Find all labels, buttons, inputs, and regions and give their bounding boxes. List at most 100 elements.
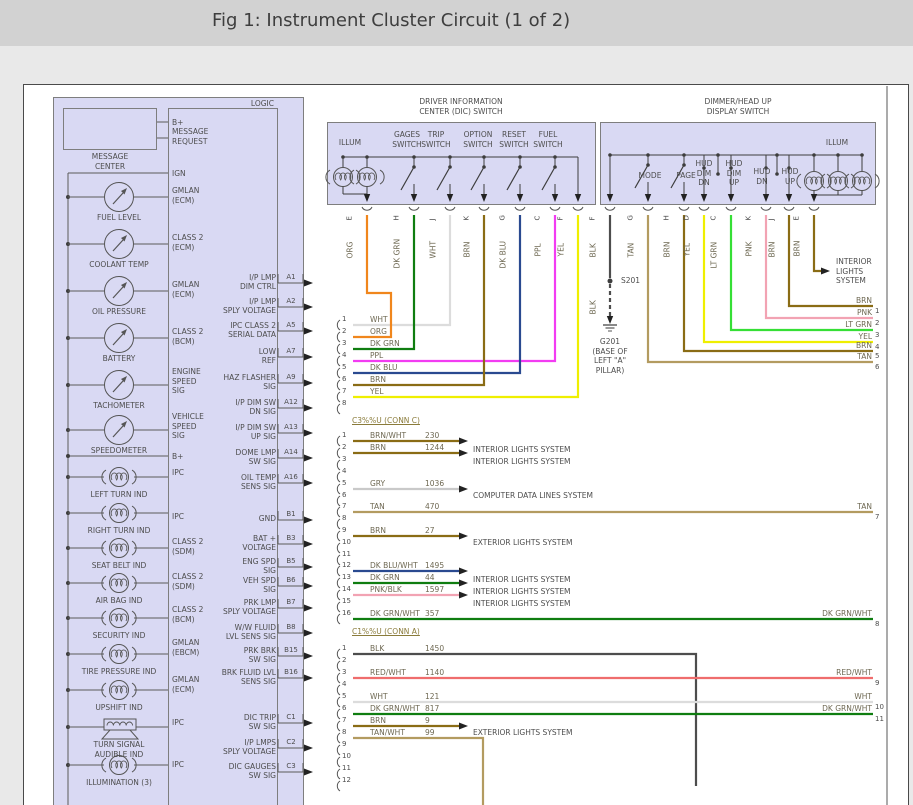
connector-pin-letter: K	[462, 215, 471, 220]
row-number: 3	[342, 339, 347, 347]
row-number: 2	[342, 327, 347, 335]
wire-name-label: BRN	[370, 716, 386, 725]
wire-name-label: DK BLU	[370, 363, 398, 372]
ipc-pin-label: DIC GAUGES SW SIG	[228, 761, 276, 781]
row-number: 11	[342, 764, 351, 772]
ipc-pin-label: I/P LMP SPLY VOLTAGE	[222, 296, 276, 316]
row-number: 12	[342, 776, 351, 784]
wire-name-label: DK GRN/WHT	[370, 609, 420, 618]
indicator-label: TURN SIGNAL AUDIBLE IND	[93, 740, 145, 759]
row-number: 7	[342, 387, 347, 395]
circuit-number: 44	[425, 573, 435, 582]
circuit-number: 1244	[425, 443, 445, 452]
ipc-pin-id: B7	[286, 598, 296, 606]
splice-s201-label: S201	[621, 276, 641, 285]
edge-wire-label: TAN	[857, 352, 872, 361]
edge-wire-label: YEL	[858, 332, 873, 341]
logic-input-label: IPC	[172, 468, 184, 477]
edge-pin-number: 11	[875, 715, 884, 723]
logic-input-label: IPC	[172, 718, 184, 727]
row-number: 12	[342, 561, 351, 569]
ipc-pin-label: DOME LMP SW SIG	[235, 447, 276, 467]
ipc-pin-label: BRK FLUID LVL SENS SIG	[221, 667, 276, 687]
ipc-pin-label: IPC CLASS 2 SERIAL DATA	[228, 320, 276, 340]
logic-input-label: IPC	[172, 512, 184, 521]
ipc-pin-id: B15	[284, 646, 298, 654]
ipc-pin-label: HAZ FLASHER SIG	[223, 372, 276, 392]
logic-input-label: GMLAN (EBCM)	[172, 638, 200, 657]
gauge-label: BATTERY	[102, 354, 136, 363]
dimmer-switch-title: DIMMER/HEAD UP DISPLAY SWITCH	[704, 97, 772, 116]
ipc-pin-id: A12	[284, 398, 298, 406]
wire-color-label: LT GRN	[709, 241, 719, 268]
row-number: 9	[342, 740, 347, 748]
logic-input-label: VEHICLE SPEED SIG	[172, 412, 204, 440]
logic-input-label: GMLAN (ECM)	[172, 280, 200, 299]
system-label: INTERIOR LIGHTS SYSTEM	[473, 457, 571, 466]
system-label: INTERIOR LIGHTS SYSTEM	[473, 599, 571, 608]
circuit-number: 99	[425, 728, 435, 737]
indicator-label: UPSHIFT IND	[95, 703, 143, 712]
dimmer-illum-label: ILLUM	[825, 138, 849, 147]
circuit-number: 230	[425, 431, 440, 440]
connector-pin-letter: E	[345, 215, 354, 220]
ipc-pin-id: A13	[284, 423, 298, 431]
ipc-pin-label: I/P LMPS SPLY VOLTAGE	[222, 737, 276, 757]
ipc-pin-id: B3	[286, 534, 296, 542]
gauge-label: TACHOMETER	[93, 401, 145, 410]
circuit-number: 1495	[425, 561, 445, 570]
row-number: 5	[342, 479, 347, 487]
ipc-pin-label: W/W FLUID LVL SENS SIG	[225, 622, 276, 642]
switch-label: TRIP SWITCH	[421, 130, 451, 149]
logic-input-label: ENGINE SPEED SIG	[172, 367, 201, 395]
circuit-number: 1597	[425, 585, 445, 594]
indicator-label: ILLUMINATION (3)	[86, 778, 152, 787]
logic-box	[168, 108, 278, 805]
edge-wire-label: DK GRN/WHT	[822, 704, 872, 713]
row-number: 2	[342, 656, 347, 664]
edge-pin-number: 10	[875, 703, 884, 711]
connector-pin-letter: H	[392, 214, 401, 220]
row-number: 8	[342, 514, 347, 522]
switch-label: HUD DIM UP	[725, 159, 743, 187]
ipc-pin-id: B8	[286, 623, 296, 631]
ipc-pin-label: BAT + VOLTAGE	[242, 533, 276, 553]
wire-name-label: RED/WHT	[370, 668, 406, 677]
edge-pin-number: 5	[875, 352, 880, 360]
wire-name-label: DK GRN/WHT	[370, 704, 420, 713]
system-label: INTERIOR LIGHTS SYSTEM	[473, 575, 571, 584]
row-number: 1	[342, 644, 347, 652]
wire-name-label: DK GRN	[370, 573, 400, 582]
ipc-pin-id: B5	[286, 557, 296, 565]
interior-lights-note: INTERIOR LIGHTS SYSTEM	[836, 257, 872, 285]
ipc-pin-label: ENG SPD SIG	[242, 556, 276, 576]
row-number: 6	[342, 491, 347, 499]
logic-label: LOGIC	[250, 99, 274, 108]
circuit-number: 1450	[425, 644, 445, 653]
row-number: 8	[342, 728, 347, 736]
circuit-number: 121	[425, 692, 440, 701]
indicator-label: LEFT TURN IND	[90, 490, 148, 499]
wire-name-label: DK BLU/WHT	[370, 561, 418, 570]
wire-color-label: BRN	[792, 240, 802, 256]
logic-input-label: MESSAGE REQUEST	[172, 127, 209, 146]
ipc-pin-id: A5	[286, 321, 296, 329]
row-number: 5	[342, 692, 347, 700]
wire-name-label: WHT	[370, 315, 388, 324]
gauge-label: OIL PRESSURE	[91, 307, 147, 316]
circuit-number: 817	[425, 704, 440, 713]
ipc-pin-label: LOW REF	[258, 346, 276, 366]
wire-color-label: BLK	[588, 299, 598, 314]
wire-name-label: BRN	[370, 375, 386, 384]
wire-name-label: PPL	[370, 351, 384, 360]
circuit-number: 27	[425, 526, 435, 535]
edge-pin-number: 3	[875, 331, 880, 339]
ipc-pin-id: A9	[286, 373, 296, 381]
row-number: 7	[342, 716, 347, 724]
message-center-label: MESSAGE CENTER	[91, 152, 129, 171]
wire-color-label: YEL	[682, 242, 692, 257]
ipc-pin-id: A14	[284, 448, 298, 456]
row-number: 15	[342, 597, 351, 605]
indicator-label: AIR BAG IND	[95, 596, 143, 605]
indicator-label: TIRE PRESSURE IND	[81, 667, 157, 676]
